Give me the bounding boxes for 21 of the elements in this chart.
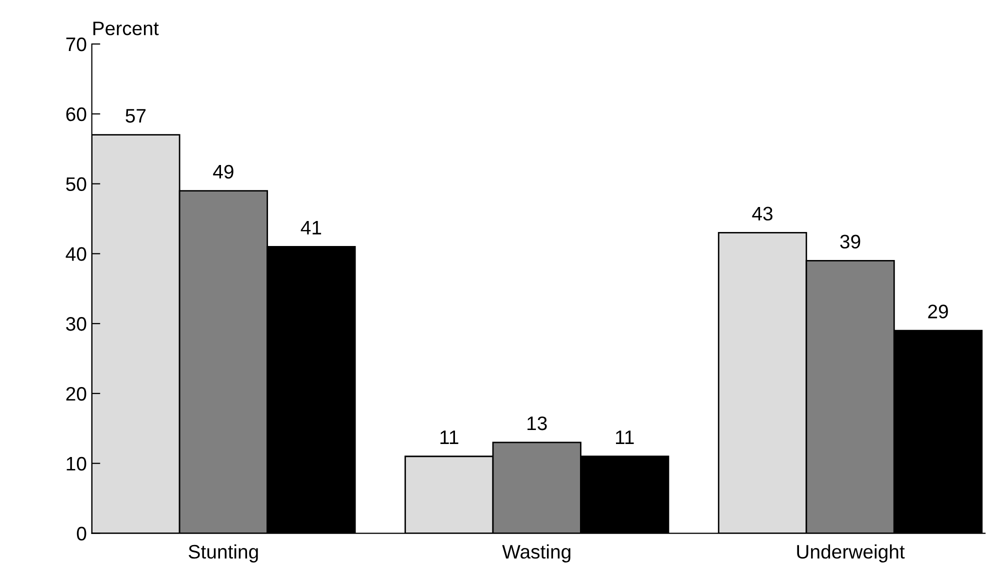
data-label: 39: [840, 234, 860, 248]
data-label: 49: [213, 164, 234, 179]
y-tick-label: 30: [66, 317, 86, 331]
x-tick-label: Stunting: [188, 544, 258, 562]
data-label: 11: [616, 430, 634, 444]
y-tick-label: 40: [66, 247, 86, 261]
y-tick-label: 60: [66, 107, 86, 122]
data-label: 29: [928, 304, 948, 318]
y-tick-label: 50: [66, 177, 86, 192]
x-tick-label: Underweight: [797, 544, 905, 562]
y-tick-label: 10: [66, 456, 86, 471]
data-label: 11: [440, 430, 458, 444]
data-label: 41: [300, 220, 322, 234]
x-tick-label: Wasting: [502, 544, 570, 562]
y-tick-label: 20: [66, 386, 86, 401]
data-label: 13: [528, 416, 547, 430]
y-tick-label: 0: [76, 526, 86, 540]
y-tick-label: 70: [66, 37, 86, 52]
data-label: 57: [126, 109, 146, 123]
data-label: 43: [752, 206, 772, 221]
y-axis-title: Percent: [93, 22, 159, 36]
